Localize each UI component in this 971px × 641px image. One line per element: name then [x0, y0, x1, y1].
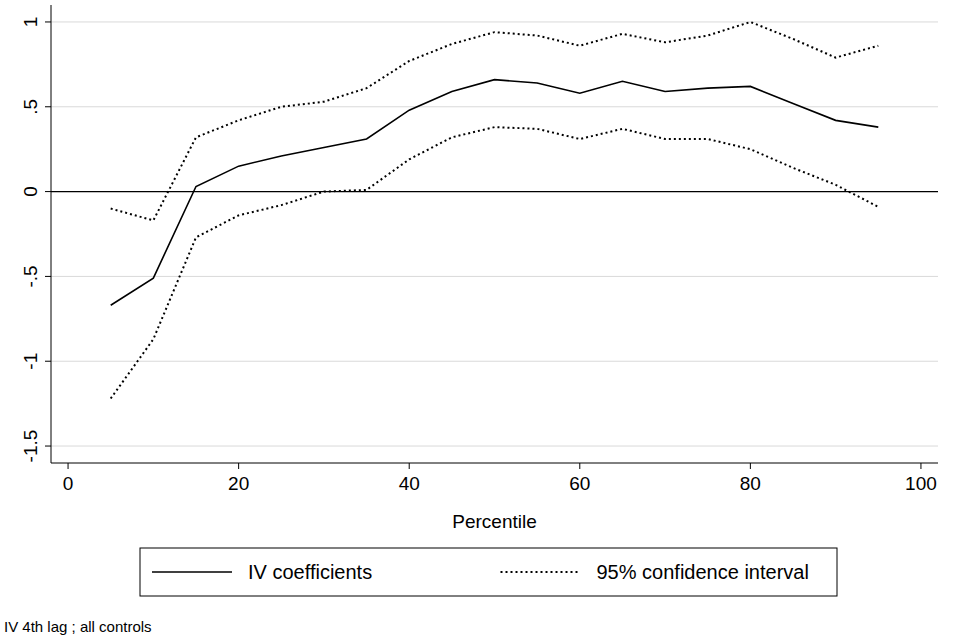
- y-tick-label: 0: [20, 186, 41, 197]
- legend-label: IV coefficients: [248, 561, 372, 583]
- plot-area: [111, 22, 879, 399]
- x-tick: [409, 463, 410, 469]
- y-tick-label: -1: [20, 353, 41, 370]
- x-tick: [68, 463, 69, 469]
- series-line: [111, 22, 879, 220]
- y-tick: [45, 446, 51, 447]
- y-tick: [45, 106, 51, 107]
- x-axis: [51, 463, 938, 464]
- x-tick-label: 60: [569, 473, 590, 494]
- x-tick: [238, 463, 239, 469]
- grid-line: [51, 446, 938, 447]
- y-tick-label: -1.5: [20, 430, 41, 463]
- grid-line: [51, 276, 938, 277]
- x-tick: [750, 463, 751, 469]
- grid-line: [51, 361, 938, 362]
- grid-line: [51, 106, 938, 107]
- y-tick: [45, 21, 51, 22]
- series-line: [111, 127, 879, 398]
- series-line: [111, 80, 879, 306]
- x-tick-label: 40: [399, 473, 420, 494]
- y-tick-label: 1: [20, 17, 41, 28]
- legend-swatch: [501, 571, 581, 573]
- x-tick-label: 80: [740, 473, 761, 494]
- legend-swatch: [152, 571, 232, 573]
- note: IV 4th lag ; all controls: [4, 618, 152, 635]
- y-tick-label: .5: [20, 99, 41, 115]
- x-tick: [579, 463, 580, 469]
- y-tick: [45, 361, 51, 362]
- legend-label: 95% confidence interval: [597, 561, 809, 583]
- legend-box: [140, 548, 837, 596]
- y-axis: [51, 5, 52, 463]
- x-tick-label: 20: [228, 473, 249, 494]
- x-tick-label: 100: [905, 473, 937, 494]
- grid-line: [51, 191, 938, 192]
- y-tick: [45, 191, 51, 192]
- x-axis-label: Percentile: [452, 511, 537, 532]
- x-tick-label: 0: [63, 473, 74, 494]
- x-tick: [920, 463, 921, 469]
- y-tick-label: -.5: [20, 265, 41, 287]
- grid-line: [51, 21, 938, 22]
- chart: -1.5 -1 -.5 0 .5 1 0 20 40 60 80 100 Percentile IV co…: [0, 0, 971, 641]
- y-tick: [45, 276, 51, 277]
